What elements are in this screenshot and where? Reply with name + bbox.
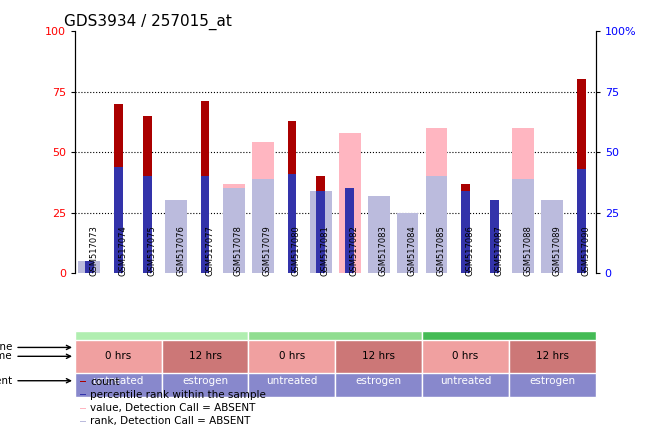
Text: GSM517085: GSM517085 bbox=[437, 225, 445, 276]
Bar bbox=[79, 261, 100, 273]
Text: untreated: untreated bbox=[266, 376, 318, 386]
Bar bbox=[422, 331, 596, 364]
Text: GSM517079: GSM517079 bbox=[263, 225, 272, 276]
Text: GSM517074: GSM517074 bbox=[118, 225, 127, 276]
Text: estrogen: estrogen bbox=[182, 376, 228, 386]
Text: 0 hrs: 0 hrs bbox=[452, 351, 478, 361]
Text: GSM517078: GSM517078 bbox=[234, 225, 243, 276]
Bar bbox=[542, 201, 563, 273]
Bar bbox=[85, 261, 94, 273]
Bar bbox=[75, 331, 249, 364]
Bar bbox=[426, 128, 447, 273]
Text: GSM517076: GSM517076 bbox=[176, 225, 185, 276]
Text: rank, Detection Call = ABSENT: rank, Detection Call = ABSENT bbox=[90, 416, 251, 426]
Text: GSM517087: GSM517087 bbox=[494, 225, 503, 276]
Text: cell line: cell line bbox=[0, 342, 70, 353]
Bar bbox=[249, 331, 422, 364]
Text: GSM517073: GSM517073 bbox=[89, 225, 98, 276]
Bar bbox=[577, 169, 585, 273]
Bar bbox=[509, 340, 596, 373]
Bar bbox=[79, 268, 100, 273]
Text: GSM517090: GSM517090 bbox=[581, 225, 590, 276]
Bar bbox=[426, 176, 447, 273]
Text: 12 hrs: 12 hrs bbox=[536, 351, 569, 361]
Text: GSM517082: GSM517082 bbox=[350, 225, 359, 276]
Text: estrogen: estrogen bbox=[355, 376, 402, 386]
Bar bbox=[542, 201, 563, 273]
Bar bbox=[114, 104, 122, 273]
Text: GSM517088: GSM517088 bbox=[523, 225, 533, 276]
Text: time: time bbox=[0, 351, 70, 361]
Text: SND1 transformed: SND1 transformed bbox=[460, 342, 557, 353]
Text: percentile rank within the sample: percentile rank within the sample bbox=[90, 390, 266, 400]
Bar bbox=[396, 213, 419, 273]
Text: GDS3934 / 257015_at: GDS3934 / 257015_at bbox=[64, 13, 232, 30]
Bar bbox=[252, 143, 274, 273]
Bar bbox=[80, 421, 86, 422]
Bar bbox=[165, 201, 187, 273]
Bar bbox=[288, 121, 296, 273]
Text: GSM517077: GSM517077 bbox=[205, 225, 214, 276]
Text: GSM517083: GSM517083 bbox=[379, 225, 387, 276]
Bar bbox=[310, 191, 331, 273]
Bar bbox=[114, 166, 122, 273]
Bar bbox=[346, 188, 354, 273]
Bar bbox=[80, 381, 86, 382]
Text: agent: agent bbox=[0, 376, 70, 386]
Text: count: count bbox=[90, 377, 120, 387]
Bar bbox=[577, 79, 585, 273]
Bar bbox=[490, 201, 499, 273]
Bar bbox=[223, 183, 245, 273]
Bar bbox=[143, 176, 152, 273]
Bar bbox=[368, 196, 389, 273]
Text: GSM517084: GSM517084 bbox=[408, 225, 417, 276]
Bar bbox=[512, 178, 534, 273]
Bar bbox=[368, 196, 389, 273]
Text: GSM517075: GSM517075 bbox=[147, 225, 156, 276]
Bar bbox=[75, 340, 161, 373]
Bar bbox=[161, 340, 249, 373]
Text: GSM517081: GSM517081 bbox=[321, 225, 330, 276]
Text: GSM517086: GSM517086 bbox=[465, 225, 475, 276]
Text: GSM517080: GSM517080 bbox=[292, 225, 301, 276]
Bar bbox=[165, 201, 187, 273]
Bar bbox=[461, 183, 470, 273]
Bar bbox=[512, 128, 534, 273]
Bar bbox=[316, 176, 325, 273]
Bar bbox=[422, 340, 509, 373]
Bar bbox=[288, 174, 296, 273]
Bar bbox=[85, 271, 94, 273]
Bar bbox=[249, 364, 335, 397]
Text: wild type control: wild type control bbox=[118, 342, 205, 353]
Text: 12 hrs: 12 hrs bbox=[189, 351, 221, 361]
Text: untreated: untreated bbox=[440, 376, 491, 386]
Bar bbox=[396, 213, 419, 273]
Bar bbox=[316, 191, 325, 273]
Bar bbox=[201, 176, 210, 273]
Bar bbox=[143, 116, 152, 273]
Bar bbox=[490, 201, 499, 273]
Bar bbox=[509, 364, 596, 397]
Text: untreated: untreated bbox=[92, 376, 144, 386]
Bar bbox=[249, 340, 335, 373]
Bar bbox=[461, 191, 470, 273]
Text: estrogen: estrogen bbox=[529, 376, 575, 386]
Text: 0 hrs: 0 hrs bbox=[279, 351, 305, 361]
Bar bbox=[339, 133, 361, 273]
Bar bbox=[223, 188, 245, 273]
Bar bbox=[201, 101, 210, 273]
Text: 0 hrs: 0 hrs bbox=[105, 351, 132, 361]
Bar bbox=[75, 364, 161, 397]
Bar bbox=[80, 394, 86, 395]
Bar bbox=[422, 364, 509, 397]
Text: VND6 transformed: VND6 transformed bbox=[286, 342, 384, 353]
Bar bbox=[161, 364, 249, 397]
Bar bbox=[252, 178, 274, 273]
Bar bbox=[335, 340, 422, 373]
Text: 12 hrs: 12 hrs bbox=[362, 351, 395, 361]
Bar bbox=[335, 364, 422, 397]
Text: value, Detection Call = ABSENT: value, Detection Call = ABSENT bbox=[90, 403, 255, 413]
Text: GSM517089: GSM517089 bbox=[552, 225, 561, 276]
